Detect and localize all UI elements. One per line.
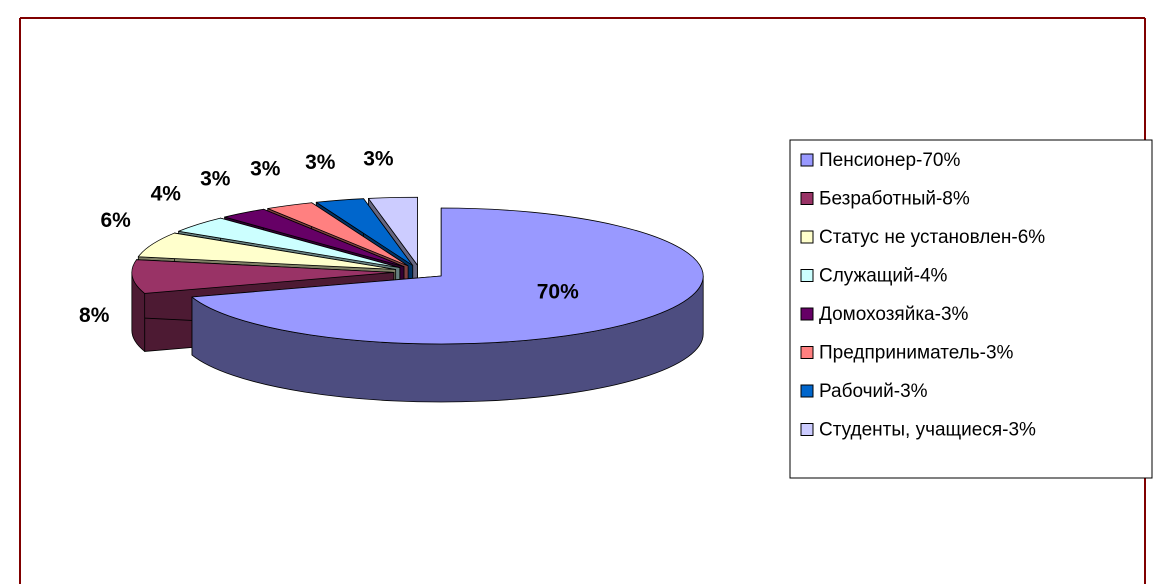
value-label: 3% [305,151,336,174]
slice [131,259,395,294]
legend-box [789,139,1153,479]
slice [191,207,704,345]
slice [178,217,401,269]
legend-swatch [800,307,814,321]
legend-label: Студенты, учащиеся-3% [819,420,1036,441]
slice [137,232,397,270]
value-label: 4% [151,183,182,206]
legend-swatch [800,423,814,436]
legend-swatch [800,192,814,205]
legend-swatch [800,346,814,359]
legend-label: Служащий-4% [819,266,948,287]
legend-swatch [800,230,814,244]
legend-swatch [800,153,814,167]
legend-label: Безработный-8% [819,189,970,210]
legend-label: Рабочий-3% [819,381,928,402]
value-label: 3% [250,158,281,181]
value-label: 3% [200,168,231,191]
slice [224,208,405,268]
slice [267,202,409,267]
value-label: 8% [79,304,110,327]
slice [315,198,414,266]
legend-swatch [800,269,814,282]
value-label: 3% [363,147,394,170]
value-label: 6% [100,209,131,232]
legend-label: Предприниматель-3% [819,343,1014,364]
legend-label: Пенсионер-70% [819,150,960,171]
legend-label: Домохозяйка-3% [819,304,969,325]
slice [368,196,418,266]
legend-label: Статус не установлен-6% [819,227,1045,248]
legend-swatch [800,384,814,398]
value-label: 70% [537,281,579,304]
